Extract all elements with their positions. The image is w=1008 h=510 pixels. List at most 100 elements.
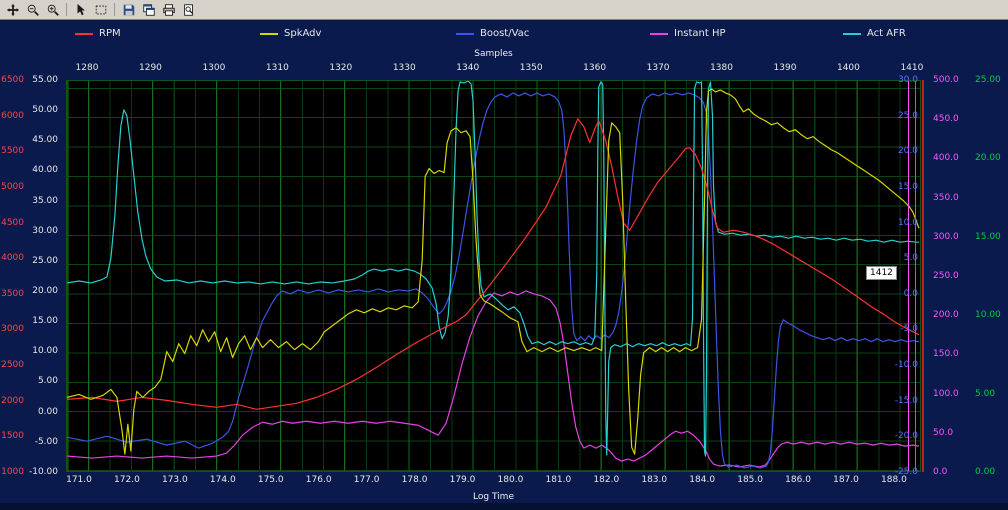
legend-swatch-icon bbox=[650, 32, 668, 35]
boost-vac-axis: 30.0 25.0 20.0 15.0 10.0 5.0 0.0 -5.0 -10.0 -15.0… bbox=[882, 75, 918, 477]
select-region-button[interactable] bbox=[91, 1, 110, 18]
sample-tick-label: 1370 bbox=[646, 63, 670, 73]
logtime-tick-label: 173.0 bbox=[161, 475, 188, 485]
save-button[interactable] bbox=[119, 1, 138, 18]
legend-swatch-icon bbox=[260, 32, 278, 35]
rpm-tick-label: 3500 bbox=[1, 288, 24, 299]
zoom-out-icon bbox=[27, 4, 39, 16]
legend-item-instant-hp[interactable]: Instant HP bbox=[650, 28, 726, 39]
legend-item-label: Act AFR bbox=[867, 28, 906, 39]
rpm-tick-label: 6500 bbox=[1, 75, 24, 85]
page-preview-button[interactable] bbox=[179, 1, 198, 18]
rpm-axis: 6500 6000 5500 5000 4500 4000 3500 3000 2500 2000… bbox=[0, 75, 24, 477]
afr-tick-label: 10.00 bbox=[975, 310, 1001, 321]
legend-swatch-icon bbox=[843, 32, 861, 35]
boost-tick-label: 5.0 bbox=[903, 253, 918, 264]
logtime-tick-label: 180.0 bbox=[497, 475, 524, 485]
toolbar-separator bbox=[114, 3, 115, 16]
boost-tick-label: 30.0 bbox=[897, 75, 918, 85]
traces-svg bbox=[67, 81, 920, 469]
hp-tick-label: 500.0 bbox=[933, 75, 959, 85]
logtime-tick-label: 182.0 bbox=[593, 475, 620, 485]
sample-tick-label: 1300 bbox=[202, 63, 226, 73]
cursor-line[interactable] bbox=[915, 81, 916, 471]
spkadv-tick-label: 50.00 bbox=[32, 105, 58, 116]
legend-item-label: Instant HP bbox=[674, 28, 726, 39]
boost-tick-label: 20.0 bbox=[897, 146, 918, 157]
rpm-tick-label: 5000 bbox=[1, 181, 24, 192]
pointer-icon bbox=[77, 3, 85, 15]
boost-tick-label: -10.0 bbox=[894, 360, 918, 370]
plot-area[interactable] bbox=[66, 80, 921, 472]
spkadv-tick-label: -5.00 bbox=[34, 436, 58, 447]
rpm-tick-label: 4000 bbox=[1, 253, 24, 264]
trace-act-afr bbox=[67, 81, 920, 457]
afr-tick-label: 25.00 bbox=[975, 75, 1001, 85]
trace-rpm bbox=[67, 118, 920, 410]
act-afr-axis: 25.00 20.00 15.00 10.00 5.00 0.00 bbox=[975, 75, 1007, 477]
zoom-in-icon bbox=[47, 4, 59, 16]
logtime-tick-label: 183.0 bbox=[641, 475, 668, 485]
hp-tick-label: 0.0 bbox=[933, 466, 948, 477]
logtime-tick-label: 178.0 bbox=[401, 475, 428, 485]
hp-tick-label: 450.0 bbox=[933, 114, 959, 125]
logtime-axis-title: Log Time bbox=[473, 492, 514, 502]
spkadv-tick-label: 45.00 bbox=[32, 135, 58, 146]
afr-tick-label: 20.00 bbox=[975, 153, 1001, 164]
cascade-windows-button[interactable] bbox=[139, 1, 158, 18]
sample-tick-label: 1310 bbox=[265, 63, 289, 73]
rpm-tick-label: 1500 bbox=[1, 431, 24, 442]
hp-tick-label: 200.0 bbox=[933, 310, 959, 321]
pointer-button[interactable] bbox=[71, 1, 90, 18]
samples-axis-ticks: 1280 1290 1300 1310 1320 1330 1340 1350 1360 1370… bbox=[72, 63, 927, 73]
boost-tick-label: 10.0 bbox=[897, 217, 918, 228]
legend-item-label: Boost/Vac bbox=[480, 28, 530, 39]
legend-item-spkadv[interactable]: SpkAdv bbox=[260, 28, 321, 39]
logtime-axis-ticks: 171.0 172.0 173.0 174.0 175.0 176.0 177.0 178.0… bbox=[64, 475, 909, 485]
pan-button[interactable] bbox=[3, 1, 22, 18]
logtime-tick-label: 176.0 bbox=[305, 475, 332, 485]
sample-tick-label: 1320 bbox=[329, 63, 353, 73]
legend-item-label: RPM bbox=[99, 28, 121, 39]
rpm-tick-label: 5500 bbox=[1, 146, 24, 157]
hp-tick-label: 50.0 bbox=[933, 427, 954, 438]
zoom-in-button[interactable] bbox=[43, 1, 62, 18]
trace-spkadv bbox=[67, 88, 920, 455]
legend-item-rpm[interactable]: RPM bbox=[75, 28, 121, 39]
zoom-out-button[interactable] bbox=[23, 1, 42, 18]
cascade-windows-icon bbox=[142, 3, 155, 16]
sample-tick-label: 1360 bbox=[583, 63, 607, 73]
legend-swatch-icon bbox=[75, 32, 93, 35]
boost-tick-label: 15.0 bbox=[897, 181, 918, 192]
spkadv-axis: 55.00 50.00 45.00 40.00 35.00 30.00 25.00 20.00… bbox=[26, 75, 58, 477]
logtime-tick-label: 181.0 bbox=[545, 475, 572, 485]
print-button[interactable] bbox=[159, 1, 178, 18]
legend-item-act-afr[interactable]: Act AFR bbox=[843, 28, 906, 39]
instant-hp-axis: 500.0 450.0 400.0 350.0 300.0 250.0 200.0 150.0… bbox=[933, 75, 963, 477]
spkadv-tick-label: 10.00 bbox=[32, 346, 58, 357]
logtime-tick-label: 174.0 bbox=[209, 475, 236, 485]
boost-tick-label: 25.0 bbox=[897, 110, 918, 121]
sample-tick-label: 1350 bbox=[519, 63, 543, 73]
logtime-tick-label: 188.0 bbox=[881, 475, 907, 485]
boost-tick-label: 0.0 bbox=[903, 288, 918, 299]
hp-tick-label: 400.0 bbox=[933, 153, 959, 164]
sample-tick-label: 1340 bbox=[456, 63, 480, 73]
pan-icon bbox=[6, 3, 19, 16]
chart-stage: RPM SpkAdv Boost/Vac Instant HP Act AFR Samp… bbox=[0, 20, 1008, 510]
spkadv-tick-label: 55.00 bbox=[32, 75, 58, 85]
logtime-tick-label: 177.0 bbox=[353, 475, 380, 485]
hp-tick-label: 350.0 bbox=[933, 192, 959, 203]
cursor-line-secondary[interactable] bbox=[908, 81, 909, 471]
sample-tick-label: 1380 bbox=[710, 63, 733, 73]
legend-swatch-icon bbox=[456, 32, 474, 35]
legend-item-boost-vac[interactable]: Boost/Vac bbox=[456, 28, 529, 39]
hp-tick-label: 250.0 bbox=[933, 270, 959, 281]
page-preview-icon bbox=[183, 3, 193, 16]
logtime-tick-label: 184.0 bbox=[689, 475, 716, 485]
rpm-tick-label: 3000 bbox=[1, 324, 24, 335]
spkadv-tick-label: 30.00 bbox=[32, 225, 58, 236]
rpm-tick-label: 4500 bbox=[1, 217, 24, 228]
trace-instant-hp bbox=[67, 290, 920, 468]
afr-tick-label: 15.00 bbox=[975, 231, 1001, 242]
